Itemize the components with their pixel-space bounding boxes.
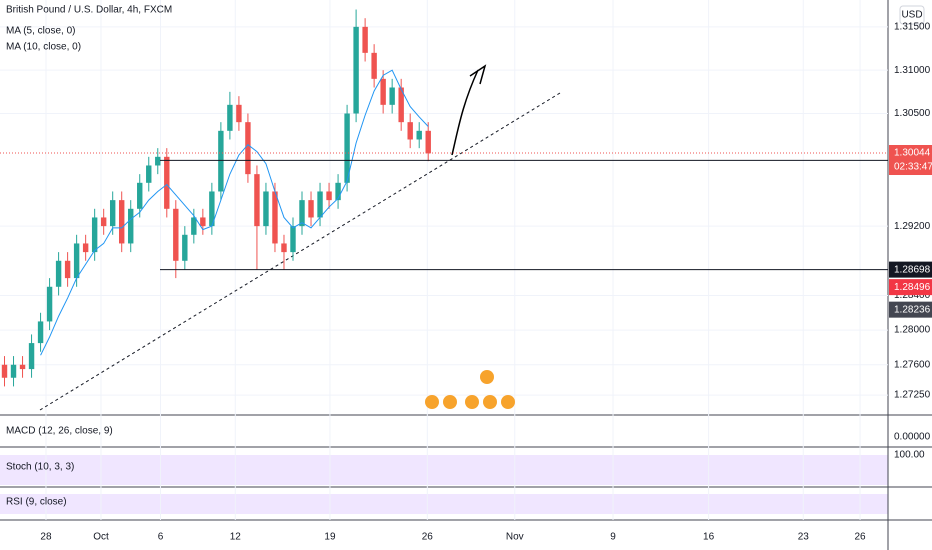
candle-body: [254, 174, 260, 227]
candle-body: [227, 104, 233, 131]
countdown: 02:33:47: [894, 162, 932, 173]
candle-body: [209, 191, 215, 227]
candle-body: [128, 208, 134, 244]
candle-body: [353, 26, 359, 114]
candle-body: [380, 78, 386, 105]
price-label-bg: [889, 145, 932, 176]
candle-body: [272, 191, 278, 244]
rsi-band: [0, 494, 888, 514]
event-icon: [480, 370, 494, 384]
x-tick-label: 16: [703, 532, 715, 543]
x-tick-label: Nov: [506, 532, 524, 543]
candle-body: [119, 200, 125, 244]
y-tick-label: 1.29200: [894, 221, 931, 232]
candle-body: [218, 130, 224, 192]
candle-body: [344, 113, 350, 183]
candle-body: [82, 243, 89, 253]
currency-button[interactable]: [899, 5, 925, 25]
candle-body: [326, 191, 332, 201]
candle-body: [10, 364, 17, 378]
candle-body: [416, 130, 422, 140]
candle-body: [407, 122, 413, 140]
currency-label: USD: [901, 10, 922, 21]
candle-body: [200, 217, 206, 227]
candle-body: [91, 217, 98, 253]
x-tick-label: 26: [422, 532, 434, 543]
candle-body: [191, 217, 197, 235]
candle-body: [55, 260, 62, 287]
x-tick-label: 19: [324, 532, 336, 543]
pane-tick: 100.00: [894, 450, 925, 461]
event-icon: [425, 395, 439, 409]
indicator-label: MA (5, close, 0): [6, 26, 75, 37]
candle-body: [335, 182, 341, 201]
candle-body: [245, 122, 251, 175]
candle-body: [398, 87, 404, 123]
stoch-band: [0, 455, 888, 485]
candle-body: [371, 52, 377, 79]
y-tick-label: 1.27600: [894, 359, 931, 370]
pane-title: MACD (12, 26, close, 9): [6, 426, 113, 437]
x-tick-label: 9: [610, 532, 616, 543]
candle-body: [37, 321, 44, 344]
chart-title: British Pound / U.S. Dollar, 4h, FXCM: [6, 5, 172, 16]
candle-body: [263, 191, 269, 227]
candle-body: [362, 26, 368, 53]
candle-body: [19, 364, 26, 370]
y-tick-label: 1.28400: [894, 290, 931, 301]
y-tick-label: 1.30500: [894, 108, 931, 119]
candle-body: [109, 200, 116, 227]
y-tick-label: 1.31000: [894, 65, 931, 76]
candle-body: [100, 217, 107, 227]
events: [425, 370, 515, 409]
candle-body: [299, 200, 305, 227]
candle-body: [290, 226, 296, 253]
event-icon: [501, 395, 515, 409]
candle-body: [155, 156, 161, 166]
candle-body: [425, 130, 431, 154]
candle-body: [46, 286, 53, 322]
candle-body: [281, 243, 287, 253]
y-tick-label: 1.31500: [894, 21, 931, 32]
y-tick-label: 1.28000: [894, 325, 931, 336]
x-tick-label: Oct: [93, 532, 109, 543]
indicator-label: MA (10, close, 0): [6, 42, 81, 53]
candle-body: [1, 364, 8, 378]
x-tick-label: 28: [40, 532, 52, 543]
pane-title: RSI (9, close): [6, 497, 67, 508]
ma-line: [40, 69, 429, 356]
event-icon: [483, 395, 497, 409]
candle-body: [317, 191, 323, 218]
price-label-bg: [889, 279, 932, 296]
candle-body: [28, 343, 35, 370]
candle-body: [308, 200, 314, 218]
x-tick-label: 26: [854, 532, 866, 543]
candle-body: [389, 87, 395, 105]
price-label-bg: [889, 301, 932, 318]
candle-body: [73, 243, 80, 279]
x-tick-label: 6: [158, 532, 164, 543]
hand-arrow: [451, 64, 487, 156]
price-label-bg: [889, 261, 932, 278]
candle-body: [146, 165, 152, 183]
pane-tick: 0.00000: [894, 432, 931, 443]
event-icon: [465, 395, 479, 409]
candle-body: [64, 260, 71, 279]
y-tick-label: 1.27250: [894, 390, 931, 401]
price-label: 1.28698: [894, 264, 931, 275]
x-tick-label: 23: [798, 532, 810, 543]
candle-body: [173, 208, 179, 261]
price-label: 1.28236: [894, 304, 931, 315]
x-tick-label: 12: [230, 532, 242, 543]
event-icon: [443, 395, 457, 409]
pane-title: Stoch (10, 3, 3): [6, 462, 74, 473]
candle-body: [137, 182, 143, 209]
candle-body: [164, 156, 170, 209]
candle-body: [236, 104, 242, 123]
price-label: 1.28496: [894, 282, 931, 293]
price-label: 1.30044: [894, 148, 931, 159]
candle-body: [182, 234, 188, 261]
